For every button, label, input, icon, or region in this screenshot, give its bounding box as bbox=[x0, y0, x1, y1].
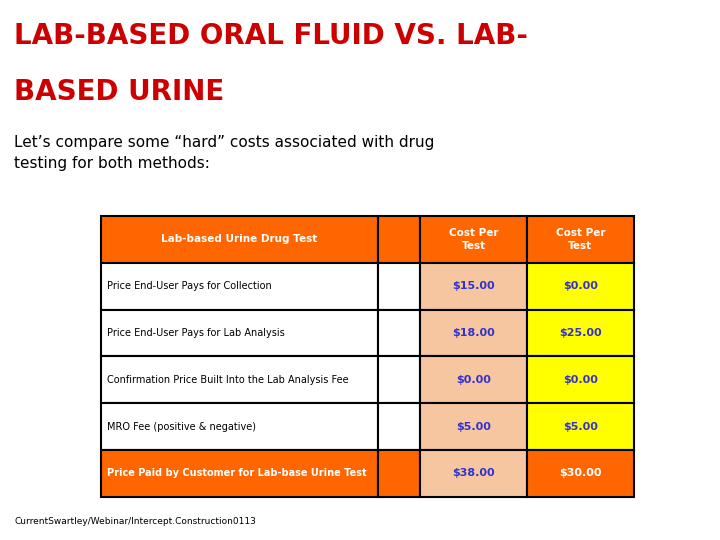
Text: Cost Per
Test: Cost Per Test bbox=[556, 228, 605, 251]
Text: 48: 48 bbox=[695, 492, 709, 513]
Text: CurrentSwartley/Webinar/Intercept.Construction0113: CurrentSwartley/Webinar/Intercept.Constr… bbox=[14, 517, 256, 526]
Text: MRO Fee (positive & negative): MRO Fee (positive & negative) bbox=[107, 422, 256, 431]
Text: $30.00: $30.00 bbox=[559, 468, 602, 478]
Text: $38.00: $38.00 bbox=[452, 468, 495, 478]
Text: $0.00: $0.00 bbox=[456, 375, 491, 385]
Text: $18.00: $18.00 bbox=[452, 328, 495, 338]
Text: Price Paid by Customer for Lab-base Urine Test: Price Paid by Customer for Lab-base Urin… bbox=[107, 468, 366, 478]
Text: LAB-BASED ORAL FLUID VS. LAB-: LAB-BASED ORAL FLUID VS. LAB- bbox=[14, 22, 528, 50]
Text: $0.00: $0.00 bbox=[563, 281, 598, 291]
Text: Lab-based Urine Drug Test: Lab-based Urine Drug Test bbox=[161, 234, 318, 245]
Text: $5.00: $5.00 bbox=[563, 422, 598, 431]
Text: BASED URINE: BASED URINE bbox=[14, 78, 225, 106]
Text: $25.00: $25.00 bbox=[559, 328, 602, 338]
Text: $5.00: $5.00 bbox=[456, 422, 491, 431]
Text: Price End-User Pays for Collection: Price End-User Pays for Collection bbox=[107, 281, 271, 291]
Text: Cost Per
Test: Cost Per Test bbox=[449, 228, 498, 251]
Text: Let’s compare some “hard” costs associated with drug
testing for both methods:: Let’s compare some “hard” costs associat… bbox=[14, 135, 435, 171]
Text: $0.00: $0.00 bbox=[563, 375, 598, 385]
Text: Confirmation Price Built Into the Lab Analysis Fee: Confirmation Price Built Into the Lab An… bbox=[107, 375, 348, 385]
Text: $15.00: $15.00 bbox=[452, 281, 495, 291]
Text: Price End-User Pays for Lab Analysis: Price End-User Pays for Lab Analysis bbox=[107, 328, 284, 338]
